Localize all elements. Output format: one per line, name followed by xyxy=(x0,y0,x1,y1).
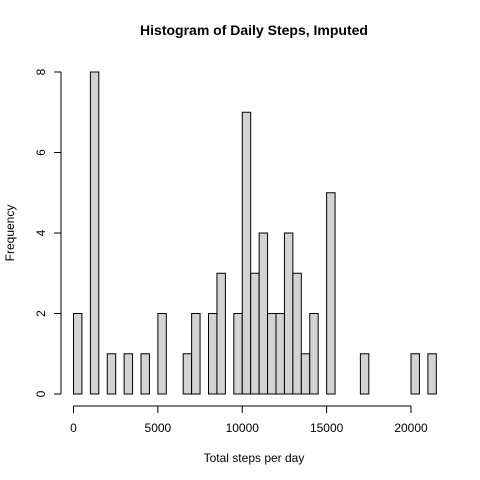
histogram-bars xyxy=(73,71,437,395)
y-tick-label: 4 xyxy=(34,229,48,236)
histogram-bar xyxy=(106,353,117,395)
y-tick-label: 0 xyxy=(34,390,48,397)
histogram-bar xyxy=(73,313,83,395)
histogram-bar xyxy=(241,111,252,395)
histogram-bar xyxy=(157,313,167,395)
histogram-bar xyxy=(300,353,311,395)
x-tick-label: 0 xyxy=(70,421,77,435)
histogram-bar xyxy=(89,71,100,395)
histogram-bar xyxy=(292,272,302,395)
histogram-bar xyxy=(359,353,370,395)
histogram-bar xyxy=(258,232,269,395)
histogram-bar xyxy=(427,353,437,395)
chart-title: Histogram of Daily Steps, Imputed xyxy=(140,22,368,38)
histogram-bar xyxy=(326,192,336,395)
y-axis-label: Frequency xyxy=(3,205,17,262)
x-tick-label: 10000 xyxy=(226,421,260,435)
x-tick-label: 5000 xyxy=(145,421,172,435)
histogram-bar xyxy=(410,353,420,395)
y-tick-label: 2 xyxy=(34,310,48,317)
histogram-bar xyxy=(275,313,285,395)
histogram-bar xyxy=(283,232,294,395)
histogram-bar xyxy=(140,353,150,395)
histogram-bar xyxy=(267,313,277,395)
histogram-bar xyxy=(233,313,243,395)
histogram-bar xyxy=(123,353,134,395)
histogram-bar xyxy=(208,313,218,395)
histogram-bar xyxy=(191,313,201,395)
histogram-bar xyxy=(216,272,226,395)
x-axis: 0 5000 10000 15000 20000 xyxy=(70,405,428,435)
y-tick-label: 8 xyxy=(34,68,48,75)
histogram-bar xyxy=(182,353,193,395)
x-tick-label: 20000 xyxy=(394,421,428,435)
histogram-bar xyxy=(309,313,319,395)
x-axis-label: Total steps per day xyxy=(204,451,305,465)
y-axis: 0 2 4 6 8 xyxy=(34,68,62,397)
histogram-bar xyxy=(250,272,260,395)
y-tick-label: 6 xyxy=(34,149,48,156)
x-tick-label: 15000 xyxy=(310,421,344,435)
